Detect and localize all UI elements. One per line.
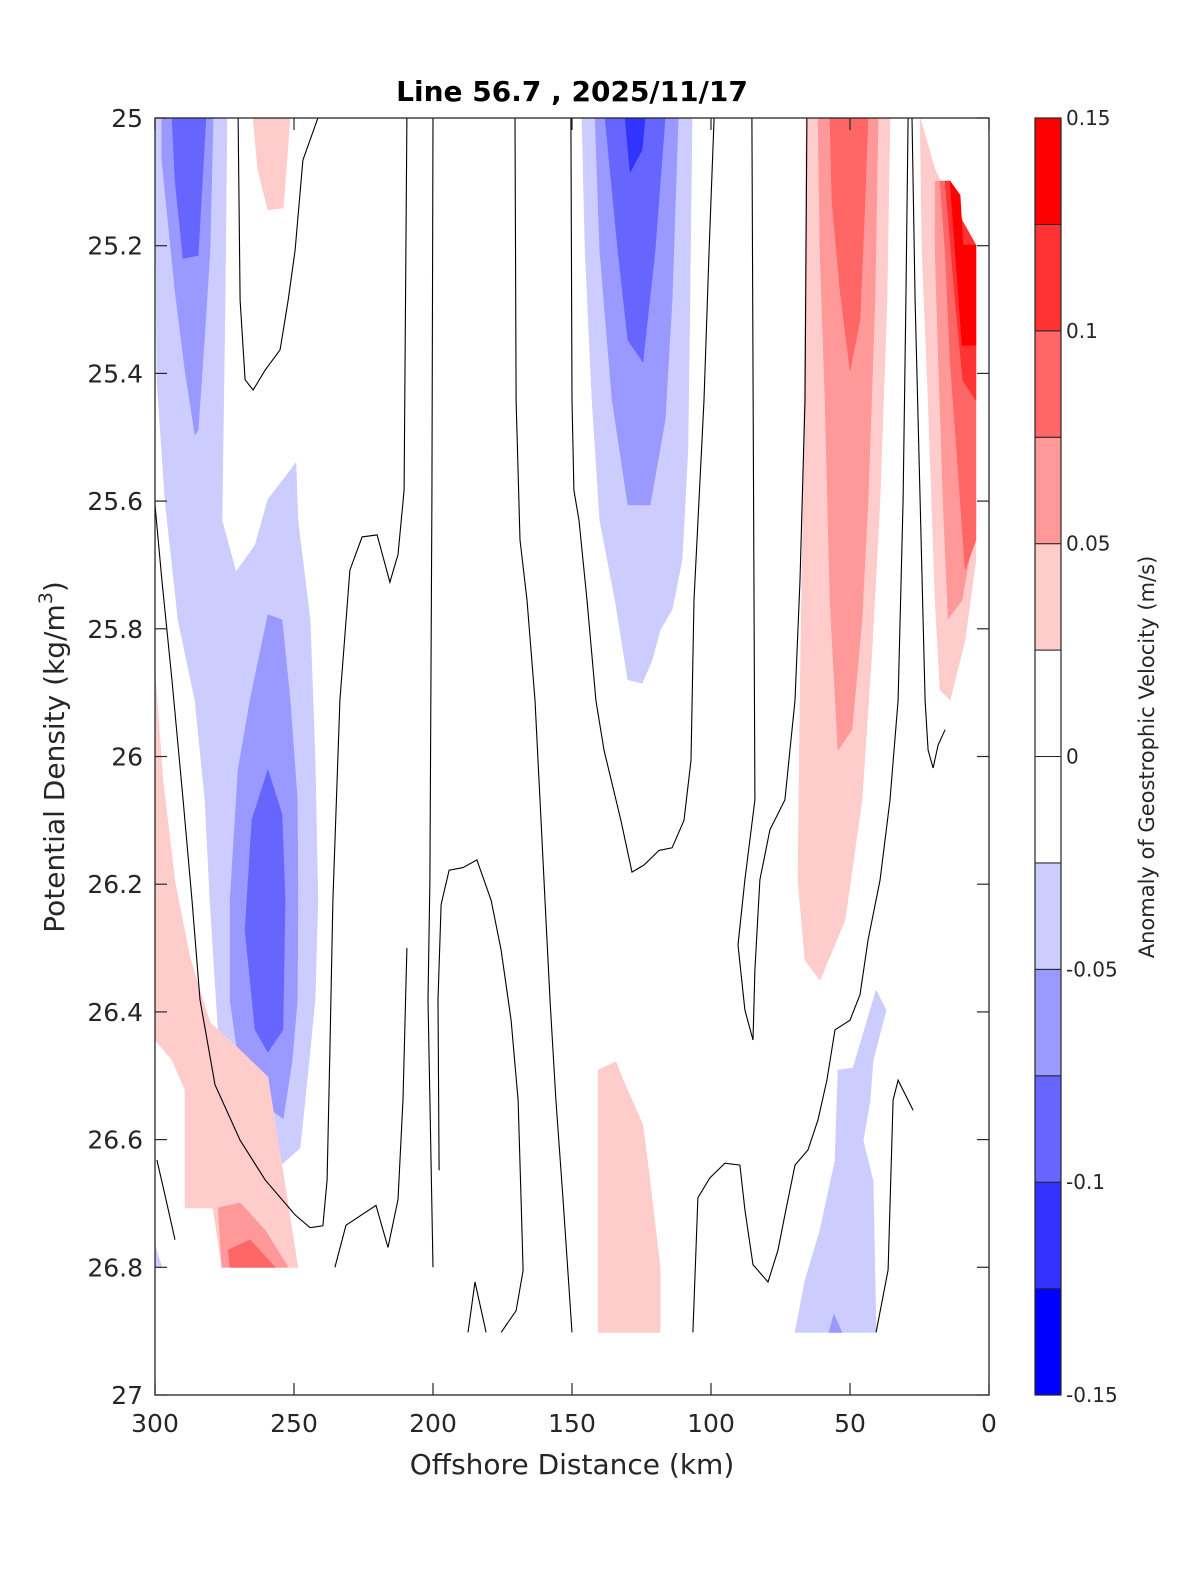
colorbar-tick-label: 0: [1066, 745, 1079, 769]
region-central-deep-pink: [597, 1061, 661, 1333]
y-axis-label-superscript: 3: [35, 592, 57, 604]
contour-185-spike: [467, 1281, 487, 1333]
colorbar-frame: [1034, 117, 1062, 1396]
x-tick-label: 150: [548, 1409, 596, 1438]
x-tick-label: 250: [270, 1409, 318, 1438]
y-tick-label: 25: [111, 104, 143, 133]
contour-85: [737, 118, 808, 1041]
plot-frame: [154, 117, 990, 1396]
contour-200: [427, 118, 434, 1268]
colorbar-tick-label: 0.05: [1066, 532, 1111, 556]
colorbar-segment: [1034, 223, 1062, 332]
colorbar-segment: [1034, 649, 1062, 757]
zero-contour-lines: [155, 118, 946, 1333]
colorbar-segment: [1034, 1181, 1062, 1290]
contour-170: [514, 118, 573, 1333]
y-tick-label: 26: [111, 743, 143, 772]
contour-west-inner: [237, 118, 319, 391]
contour-west-outer: [155, 118, 408, 1229]
y-tick-label: 27: [111, 1381, 143, 1410]
x-tick-label: 50: [834, 1409, 866, 1438]
filled-contour-regions: [155, 118, 977, 1333]
y-axis-ticks: 25 25.2 25.4 25.6 25.8 26 26.2 26.4 26.6 26.8 27: [87, 104, 989, 1410]
colorbar-segment: [1034, 862, 1062, 970]
region-west-top-dark: [171, 118, 207, 259]
colorbar-segment: [1034, 543, 1062, 651]
colorbar: [1034, 117, 1062, 1396]
colorbar-tick-label: 0.1: [1066, 319, 1098, 343]
contour-west-bottom: [156, 1159, 176, 1240]
colorbar-label: Anomaly of Geostrophic Velocity (m/s): [1135, 556, 1159, 959]
region-coastal-jet-core: [949, 180, 977, 346]
colorbar-segment: [1034, 330, 1062, 438]
y-tick-label: 26.2: [87, 870, 143, 899]
y-axis-label-close: ): [38, 581, 71, 592]
colorbar-segment: [1034, 436, 1062, 545]
colorbar-segment: [1034, 756, 1062, 864]
y-tick-label: 25.4: [87, 359, 143, 388]
y-tick-label: 26.8: [87, 1253, 143, 1282]
colorbar-tick-label: -0.05: [1066, 957, 1118, 981]
x-tick-label: 0: [981, 1409, 997, 1438]
contour-190-loop: [437, 859, 524, 1333]
region-west-top-pink: [252, 118, 291, 211]
region-central-eddy-core: [624, 118, 646, 174]
colorbar-tick-label: -0.15: [1066, 1383, 1118, 1407]
y-tick-label: 26.4: [87, 998, 143, 1027]
chart-title: Line 56.7 , 2025/11/17: [396, 75, 748, 108]
colorbar-tick-label: -0.1: [1066, 1170, 1105, 1194]
y-tick-label: 25.8: [87, 615, 143, 644]
region-west-deep-dark: [244, 768, 286, 1053]
colorbar-segment: [1034, 968, 1062, 1077]
region-east-jet-medium: [817, 118, 879, 752]
colorbar-ticks: -0.15 -0.1 -0.05 0 0.05 0.1 0.15: [1066, 106, 1118, 1407]
colorbar-tick-label: 0.15: [1066, 106, 1111, 130]
region-east-deep-blue-medium: [828, 1313, 843, 1333]
region-central-eddy-dark: [604, 118, 666, 363]
x-tick-label: 200: [409, 1409, 457, 1438]
region-west-bottom-dark-red: [227, 1239, 276, 1268]
y-tick-label: 26.6: [87, 1126, 143, 1155]
x-tick-label: 100: [687, 1409, 735, 1438]
contour-40-deep: [875, 1078, 914, 1333]
colorbar-segment: [1034, 1288, 1062, 1396]
y-axis-label: Potential Density (kg/m3): [35, 581, 71, 933]
contour-central: [570, 118, 715, 873]
y-axis-label-main: Potential Density (kg/m: [38, 604, 71, 933]
contour-east-loop: [692, 118, 909, 1333]
x-axis-label: Offshore Distance (km): [410, 1448, 735, 1481]
y-tick-label: 25.2: [87, 232, 143, 261]
x-axis-ticks: 300 250 200 150 100 50 0: [131, 118, 997, 1438]
region-east-jet-dark: [829, 118, 869, 371]
colorbar-segment: [1034, 1075, 1062, 1183]
contour-coastal: [911, 118, 946, 769]
x-tick-label: 300: [131, 1409, 179, 1438]
contour-west-deep: [334, 948, 408, 1268]
colorbar-segment: [1034, 117, 1062, 225]
y-tick-label: 25.6: [87, 487, 143, 516]
